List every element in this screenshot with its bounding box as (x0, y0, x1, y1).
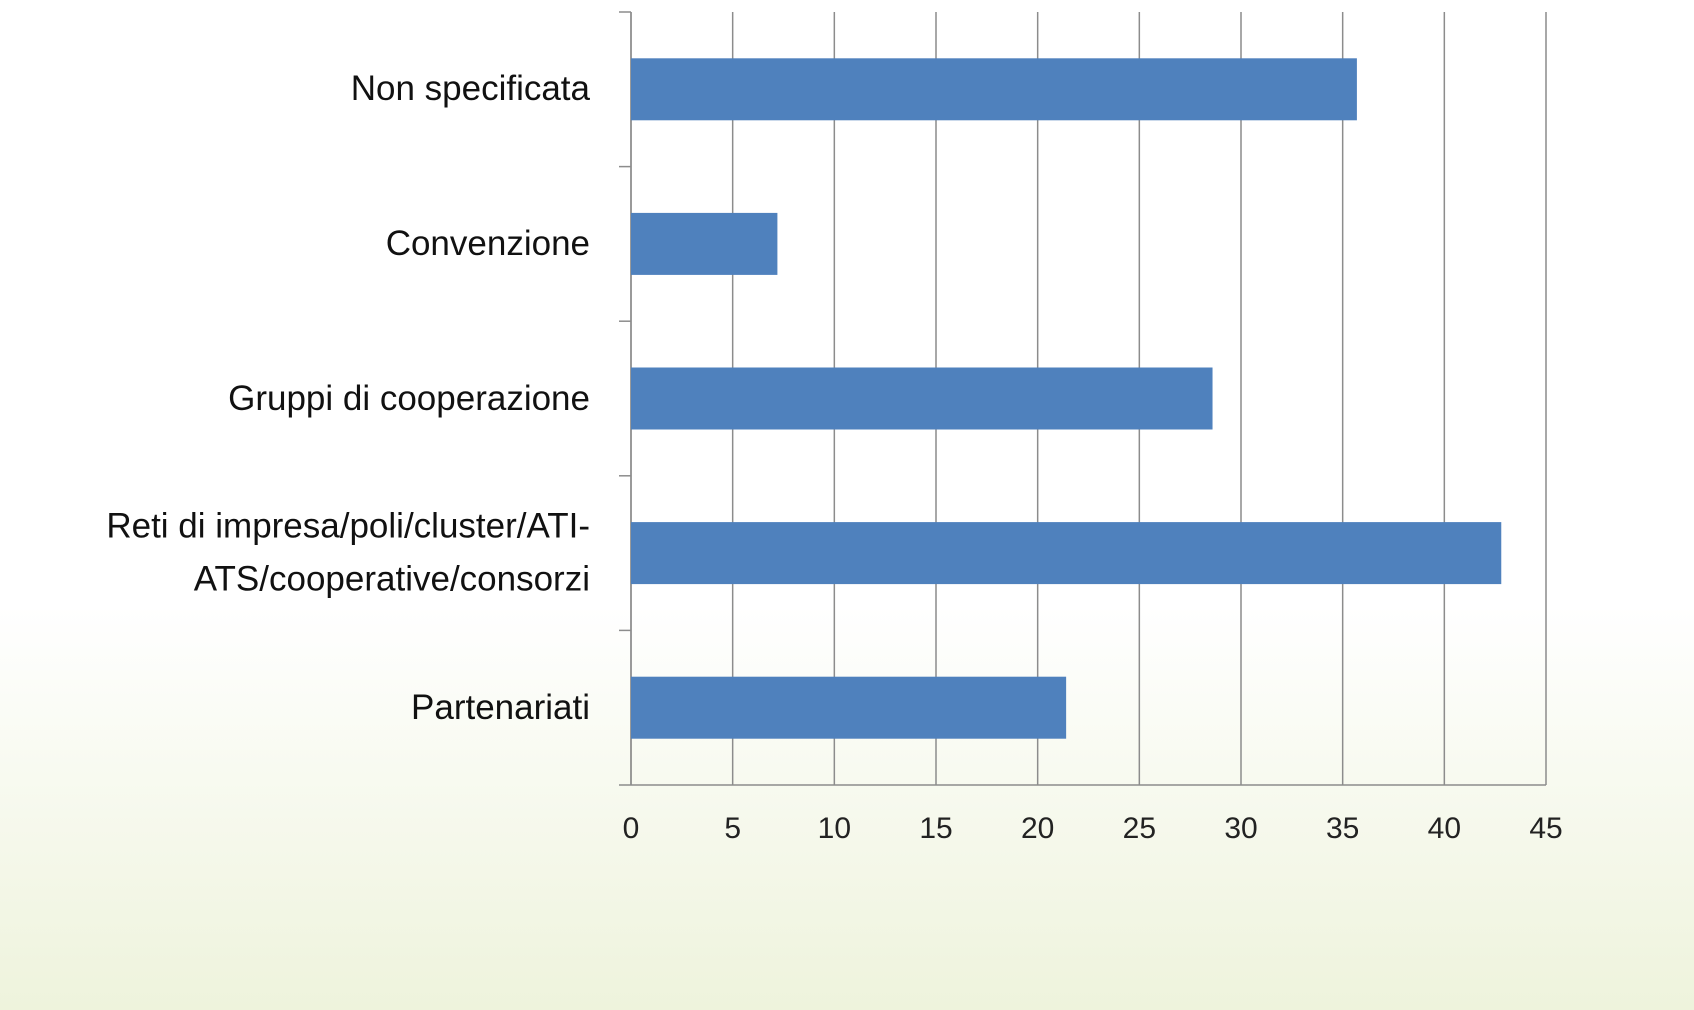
bar (631, 676, 1067, 739)
x-tick-label: 30 (1224, 812, 1257, 845)
x-tick-label: 5 (724, 812, 741, 845)
bar (631, 58, 1357, 121)
y-tick-label: Partenariati (411, 687, 590, 727)
bar (631, 367, 1213, 430)
x-tick-label: 45 (1529, 812, 1562, 845)
y-tick-label: Gruppi di cooperazione (228, 378, 590, 418)
y-tick-label: Convenzione (385, 223, 590, 263)
x-tick-label: 35 (1326, 812, 1359, 845)
y-tick-label: Non specificata (350, 69, 590, 109)
bar (631, 212, 778, 275)
x-tick-label: 25 (1123, 812, 1156, 845)
x-tick-label: 10 (818, 812, 851, 845)
bar (631, 522, 1502, 585)
x-tick-label: 40 (1428, 812, 1461, 845)
y-tick-label: Reti di impresa/poli/cluster/ATI-ATS/coo… (106, 506, 590, 599)
x-tick-label: 0 (623, 812, 640, 845)
x-tick-label: 20 (1021, 812, 1054, 845)
x-tick-label: 15 (919, 812, 952, 845)
